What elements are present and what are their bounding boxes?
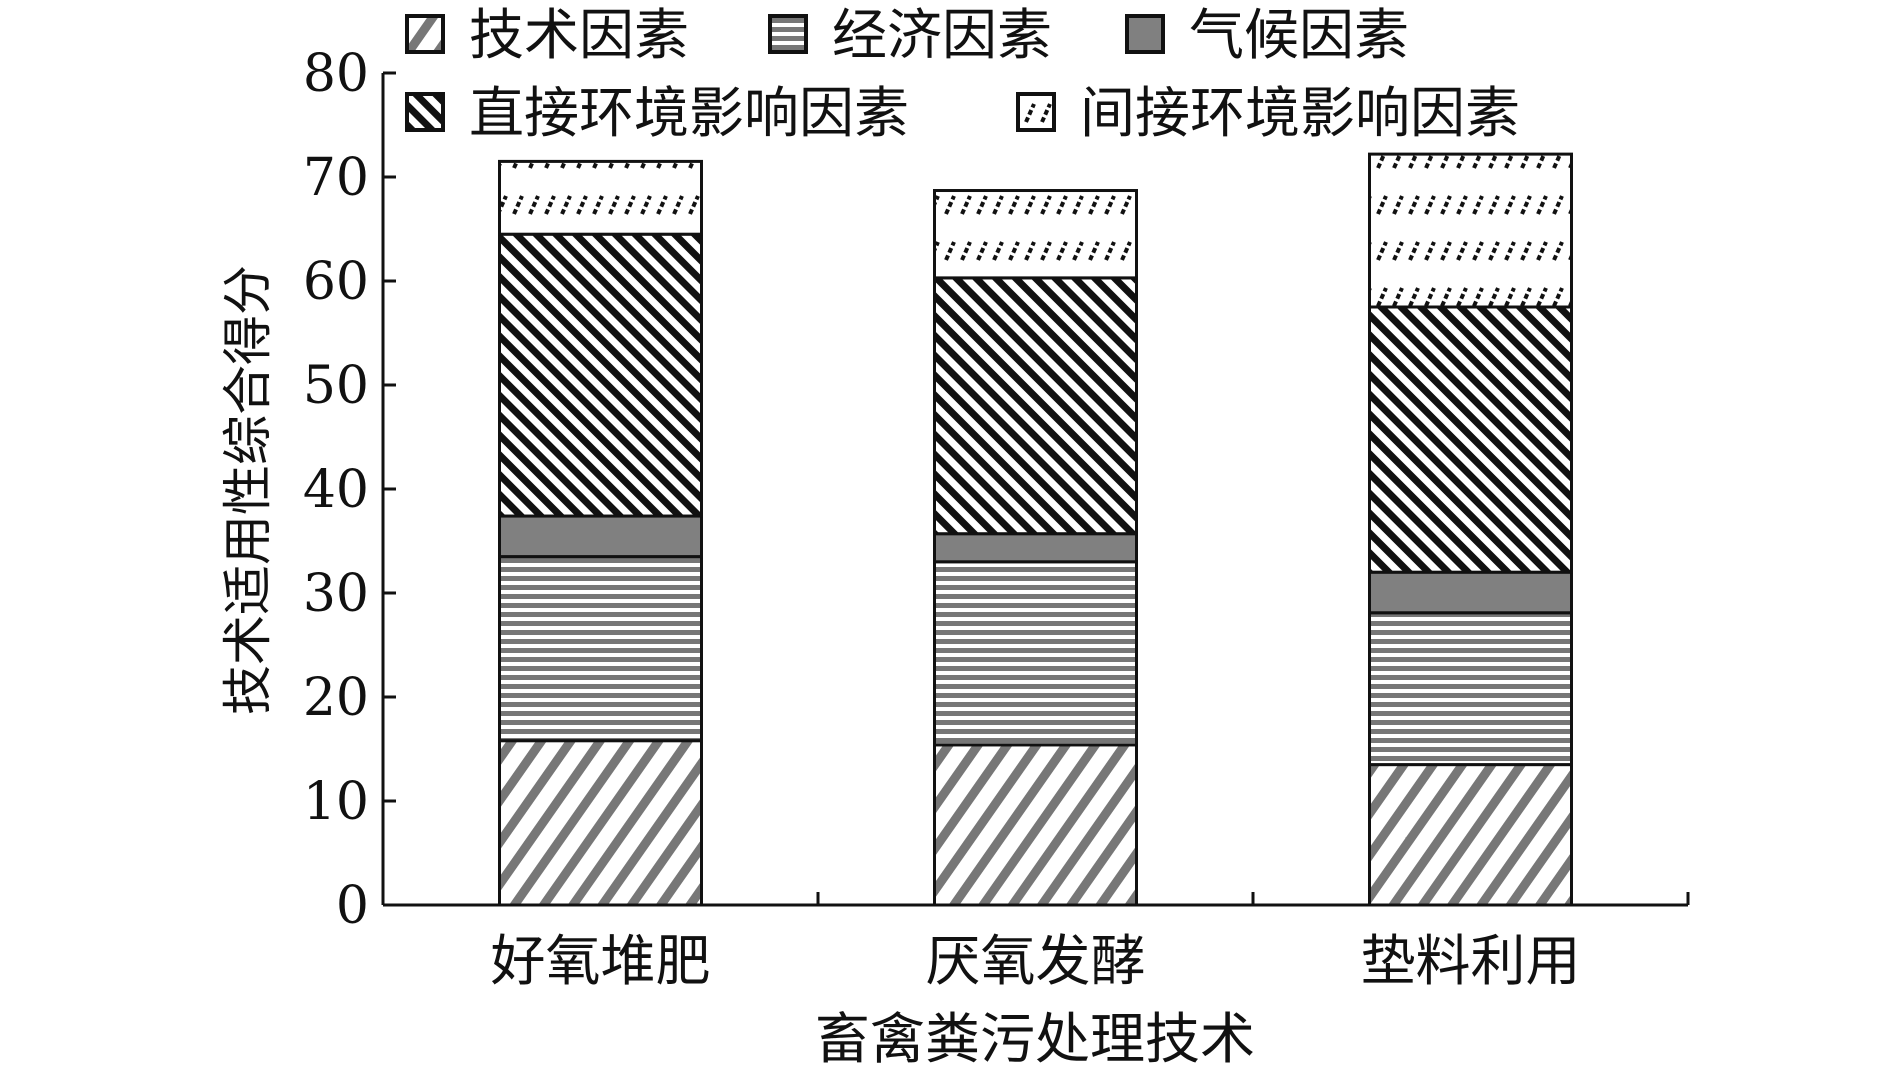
bar-segment-0-0: [498, 739, 703, 907]
bar-segment-2-4: [1368, 152, 1573, 309]
legend-swatch-2: [1125, 14, 1165, 54]
bar-segment-1-1: [933, 560, 1138, 747]
bar-segment-1-0: [933, 743, 1138, 907]
y-tick-label: 30: [303, 564, 369, 624]
x-tick-label: 好氧堆肥: [490, 929, 710, 993]
y-tick-label: 20: [303, 668, 369, 728]
x-tick-label: 厌氧发酵: [925, 929, 1145, 993]
legend-swatch-1: [768, 14, 808, 54]
y-tick-label: 0: [336, 876, 369, 936]
legend-label-4: 间接环境影响因素: [1080, 81, 1520, 145]
legend-swatch-3: [405, 92, 445, 132]
bar-segment-2-0: [1368, 763, 1573, 907]
axes: 0 10 20 30 40 50 60 70 80: [303, 44, 1690, 936]
bar-segment-1-3: [933, 276, 1138, 536]
bar-segment-1-4: [933, 189, 1138, 280]
bar-segment-1-2: [933, 532, 1138, 564]
bar-segment-2-1: [1368, 611, 1573, 767]
bar-segment-2-3: [1368, 305, 1573, 574]
x-tick-label: 垫料利用: [1360, 929, 1580, 993]
legend-swatch-0: [405, 14, 445, 54]
bars: 好氧堆肥 厌氧发酵 垫料利用: [490, 152, 1581, 993]
legend-label-0: 技术因素: [469, 3, 689, 67]
bar-segment-0-4: [498, 159, 703, 236]
y-tick-label: 80: [303, 44, 369, 104]
y-tick-label: 60: [303, 252, 369, 312]
legend-swatch-4: [1016, 92, 1056, 132]
y-tick-label: 50: [303, 356, 369, 416]
y-axis-label: 技术适用性综合得分: [219, 265, 277, 715]
legend-label-3: 直接环境影响因素: [469, 81, 909, 145]
bar-segment-0-3: [498, 232, 703, 518]
bar-segment-2-2: [1368, 570, 1573, 615]
bar-segment-0-1: [498, 555, 703, 743]
bar-segment-0-2: [498, 514, 703, 559]
legend-label-2: 气候因素: [1189, 3, 1409, 67]
x-axis-label: 畜禽粪污处理技术: [815, 1007, 1255, 1070]
legend-label-1: 经济因素: [832, 3, 1052, 67]
y-tick-label: 10: [303, 772, 369, 832]
y-tick-label: 70: [303, 148, 369, 208]
y-tick-label: 40: [303, 460, 369, 520]
